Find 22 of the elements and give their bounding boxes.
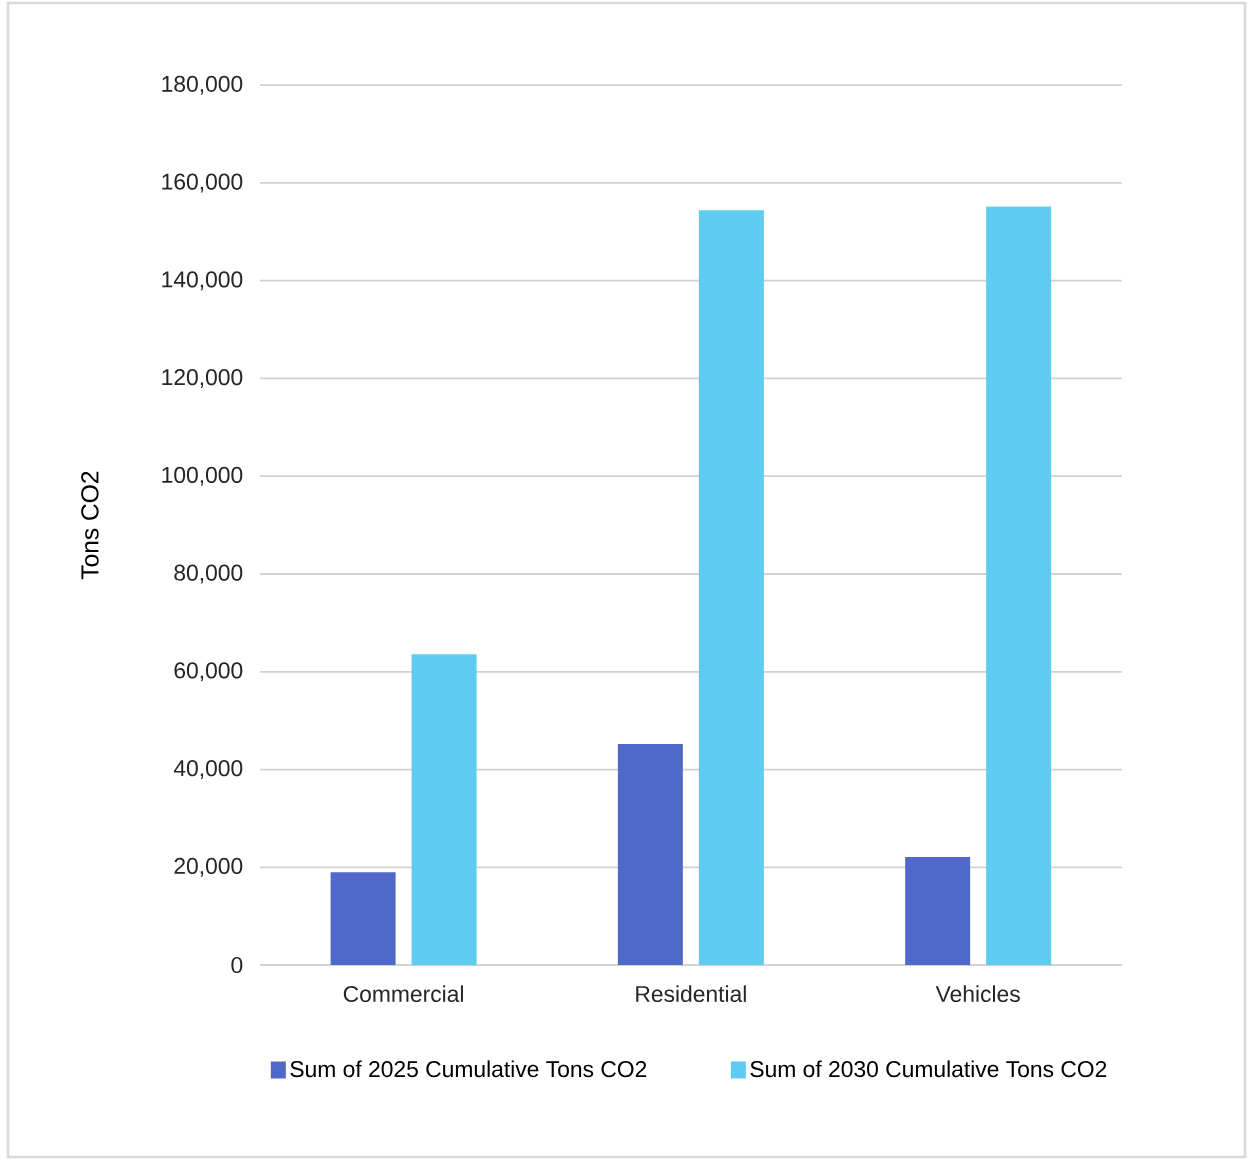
y-tick-label: 60,000 — [174, 662, 243, 682]
y-tick-label: 40,000 — [173, 760, 243, 779]
y-axis-title: Tons CO2 — [81, 471, 99, 580]
x-tick-label: Vehicles — [935, 985, 1020, 1003]
y-tick-label: 120,000 — [162, 369, 243, 388]
legend-label: Sum of 2030 Cumulative Tons CO2 — [750, 1060, 1107, 1078]
y-tick-label: 20,000 — [174, 857, 243, 877]
y-tick-label: 0 — [231, 956, 243, 974]
bar — [411, 654, 477, 966]
y-tick-label: 140,000 — [162, 271, 243, 291]
y-tick-label: 80,000 — [174, 564, 243, 584]
y-tick-label: 100,000 — [162, 466, 243, 486]
bar — [905, 857, 971, 966]
y-tick-label: 160,000 — [162, 173, 243, 193]
bar — [986, 206, 1052, 966]
y-tick-label: 180,000 — [162, 75, 243, 95]
x-tick-label: Commercial — [343, 985, 463, 1003]
legend-label: Sum of 2025 Cumulative Tons CO2 — [290, 1060, 647, 1078]
bar — [698, 210, 764, 966]
x-tick-label: Residential — [636, 985, 746, 1003]
bar — [330, 872, 396, 966]
bar — [617, 744, 683, 966]
